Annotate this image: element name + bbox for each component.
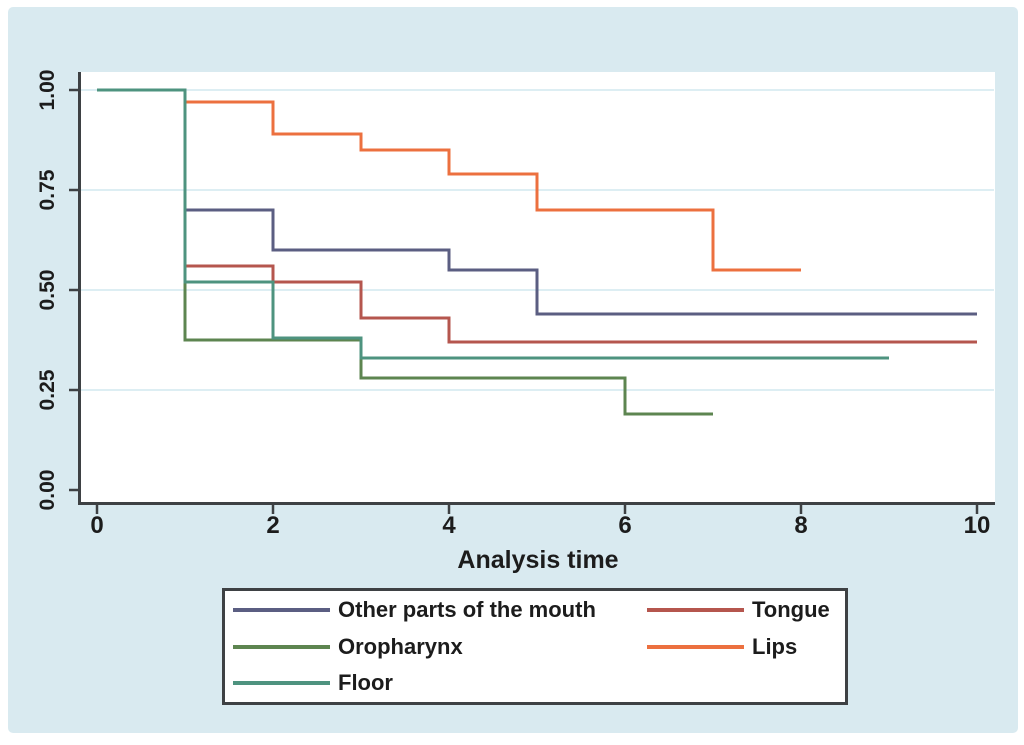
legend-label-other-parts: Other parts of the mouth xyxy=(338,597,596,622)
y-tick-label: 0.00 xyxy=(36,469,59,511)
legend-swatch-floor xyxy=(233,681,330,685)
x-tick-label: 8 xyxy=(794,512,808,539)
legend-label-lips: Lips xyxy=(752,634,798,659)
legend-label-tongue: Tongue xyxy=(752,597,830,622)
x-tick-label: 2 xyxy=(266,512,280,539)
legend-swatch-tongue xyxy=(647,608,744,612)
x-tick-label: 4 xyxy=(442,512,456,539)
y-tick-label: 0.50 xyxy=(36,269,59,311)
y-tick-label: 1.00 xyxy=(36,69,59,111)
legend-swatch-lips xyxy=(647,645,744,649)
series-line-2 xyxy=(97,88,801,272)
y-tick-label: 0.25 xyxy=(36,369,59,411)
legend-swatch-other-parts xyxy=(233,608,330,612)
legend-swatch-oropharynx xyxy=(233,645,330,649)
x-tick-label: 10 xyxy=(963,512,991,539)
legend: Other parts of the mouth Tongue Orophary… xyxy=(222,588,848,705)
x-tick-label: 0 xyxy=(90,512,104,539)
series-line-4 xyxy=(97,88,889,360)
legend-label-oropharynx: Oropharynx xyxy=(338,634,463,659)
legend-label-floor: Floor xyxy=(338,670,393,695)
x-tick-label: 6 xyxy=(618,512,632,539)
x-axis-title: Analysis time xyxy=(457,546,619,574)
y-tick-label: 0.75 xyxy=(36,169,59,211)
